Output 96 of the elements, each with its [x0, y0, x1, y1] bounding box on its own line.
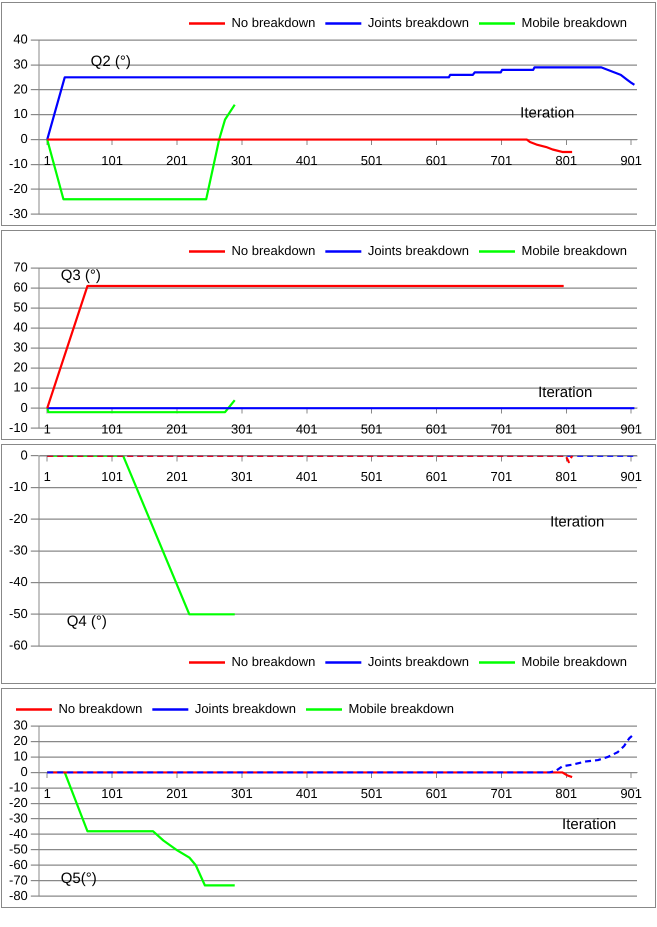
y-tick-label: -20: [8, 794, 28, 810]
y-tick-label: 0: [20, 131, 28, 146]
y-tick-label: -40: [8, 826, 28, 841]
legend-label: Joints breakdown: [194, 701, 296, 716]
y-axis-title: Q4 (°): [66, 612, 107, 630]
x-tick-label: 201: [166, 152, 188, 168]
x-tick-label: 601: [426, 152, 448, 168]
y-tick-label: -60: [8, 856, 28, 872]
y-tick-label: 60: [13, 280, 28, 295]
x-tick-label: 601: [426, 422, 448, 437]
x-tick-label: 301: [231, 469, 253, 484]
y-tick-label: -10: [8, 779, 28, 794]
y-tick-label: -30: [8, 206, 28, 221]
y-tick-label: -40: [8, 574, 28, 590]
x-tick-label: 401: [296, 469, 318, 484]
y-axis-title: Q3 (°): [60, 267, 101, 284]
x-tick-label: 201: [166, 469, 188, 484]
x-tick-label: 701: [490, 469, 512, 484]
legend-label: Joints breakdown: [368, 654, 469, 670]
y-tick-label: 20: [13, 360, 28, 375]
x-tick-label: 601: [426, 786, 448, 801]
y-tick-label: 0: [20, 400, 28, 415]
y-tick-label: -50: [8, 841, 28, 856]
y-tick-label: 30: [13, 340, 28, 355]
x-tick-label: 401: [296, 422, 318, 437]
legend-label: Mobile breakdown: [521, 15, 628, 30]
x-axis-title: Iteration: [562, 816, 616, 833]
y-tick-label: -10: [8, 420, 28, 435]
legend-label: No breakdown: [232, 15, 316, 30]
y-tick-label: 20: [13, 733, 28, 748]
y-tick-label: 40: [13, 32, 28, 47]
x-tick-label: 901: [620, 422, 642, 437]
x-axis-title: Iteration: [550, 514, 604, 531]
y-tick-label: -50: [8, 606, 28, 621]
y-tick-label: -70: [8, 872, 28, 888]
y-tick-label: 50: [13, 300, 28, 315]
x-tick-label: 401: [296, 786, 318, 801]
x-tick-label: 301: [231, 422, 253, 437]
y-tick-label: 20: [13, 81, 28, 96]
y-tick-label: 30: [13, 718, 28, 733]
y-tick-label: 0: [20, 764, 28, 779]
y-tick-label: -60: [8, 638, 28, 653]
legend-label: Joints breakdown: [368, 15, 469, 30]
y-tick-label: -80: [8, 888, 28, 903]
y-tick-label: 10: [13, 748, 28, 764]
x-tick-label: 301: [231, 152, 253, 168]
x-tick-label: 701: [490, 422, 512, 437]
y-tick-label: 30: [13, 56, 28, 72]
y-tick-label: 10: [13, 380, 28, 395]
x-axis-title: Iteration: [538, 384, 592, 402]
legend-label: No breakdown: [58, 701, 142, 716]
y-tick-label: -30: [8, 542, 28, 558]
y-tick-label: 0: [20, 447, 28, 462]
x-tick-label: 401: [296, 152, 318, 168]
y-tick-label: 70: [13, 260, 28, 275]
y-tick-label: -20: [8, 510, 28, 526]
y-tick-label: 10: [13, 106, 28, 122]
x-tick-label: 901: [620, 786, 642, 801]
x-tick-label: 101: [101, 786, 123, 801]
x-tick-label: 801: [555, 152, 578, 168]
y-axis-title: Q5(°): [60, 870, 97, 887]
x-tick-label: 901: [620, 469, 642, 484]
x-tick-label: 601: [426, 469, 448, 484]
x-tick-label: 501: [360, 469, 382, 484]
x-tick-label: 701: [490, 152, 512, 168]
x-tick-label: 1: [44, 469, 51, 484]
y-tick-label: -30: [8, 810, 28, 826]
legend-label: Mobile breakdown: [521, 243, 628, 258]
x-tick-label: 701: [490, 786, 512, 801]
x-tick-label: 1: [44, 152, 51, 168]
x-tick-label: 1: [44, 786, 51, 801]
x-tick-label: 201: [166, 786, 188, 801]
x-axis-title: Iteration: [520, 104, 574, 122]
x-tick-label: 501: [360, 786, 382, 801]
x-tick-label: 501: [360, 422, 382, 437]
y-tick-label: -20: [8, 180, 28, 196]
legend-label: No breakdown: [232, 243, 316, 258]
x-tick-label: 101: [101, 152, 123, 168]
x-tick-label: 101: [101, 422, 123, 437]
y-tick-label: -10: [8, 479, 28, 494]
y-tick-label: 40: [13, 320, 28, 335]
x-tick-label: 501: [360, 152, 382, 168]
x-tick-label: 801: [555, 422, 578, 437]
x-tick-label: 201: [166, 422, 188, 437]
legend-label: Mobile breakdown: [521, 654, 628, 670]
legend-label: Joints breakdown: [368, 243, 469, 258]
y-axis-title: Q2 (°): [90, 53, 131, 70]
x-tick-label: 101: [101, 469, 123, 484]
legend-label: Mobile breakdown: [348, 701, 454, 716]
x-tick-label: 301: [231, 786, 253, 801]
legend-label: No breakdown: [232, 654, 316, 670]
x-tick-label: 1: [44, 422, 51, 437]
x-tick-label: 801: [555, 469, 578, 484]
y-tick-label: -10: [8, 156, 28, 172]
x-tick-label: 801: [555, 786, 578, 801]
x-tick-label: 901: [620, 152, 642, 168]
